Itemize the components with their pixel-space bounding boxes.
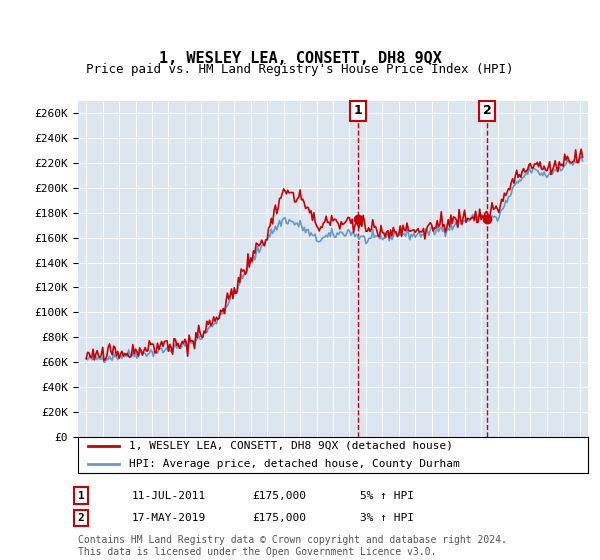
Text: 1, WESLEY LEA, CONSETT, DH8 9QX (detached house): 1, WESLEY LEA, CONSETT, DH8 9QX (detache… [129,441,453,451]
Text: HPI: Average price, detached house, County Durham: HPI: Average price, detached house, Coun… [129,459,460,469]
Text: 11-JUL-2011: 11-JUL-2011 [132,491,206,501]
Text: 1: 1 [354,104,362,117]
Text: 5% ↑ HPI: 5% ↑ HPI [360,491,414,501]
Text: 1, WESLEY LEA, CONSETT, DH8 9QX: 1, WESLEY LEA, CONSETT, DH8 9QX [158,52,442,66]
Text: £175,000: £175,000 [252,513,306,523]
Text: 17-MAY-2019: 17-MAY-2019 [132,513,206,523]
Text: 3% ↑ HPI: 3% ↑ HPI [360,513,414,523]
Text: 1: 1 [77,491,85,501]
Text: 2: 2 [483,104,491,117]
Text: Price paid vs. HM Land Registry's House Price Index (HPI): Price paid vs. HM Land Registry's House … [86,63,514,77]
Text: Contains HM Land Registry data © Crown copyright and database right 2024.
This d: Contains HM Land Registry data © Crown c… [78,535,507,557]
Text: 2: 2 [77,513,85,523]
Text: £175,000: £175,000 [252,491,306,501]
